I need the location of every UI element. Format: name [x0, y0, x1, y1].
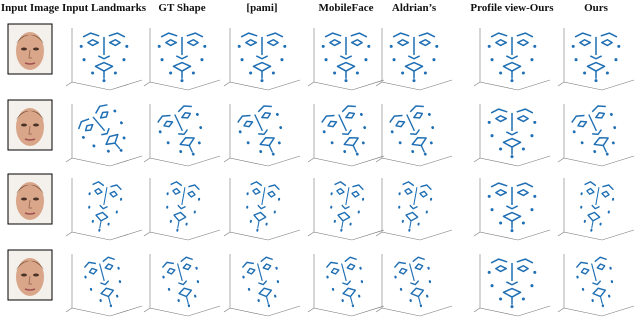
input-face-image — [7, 99, 53, 151]
plot-axes — [557, 103, 635, 167]
landmark-plot — [81, 179, 126, 236]
landmark-plot — [573, 179, 618, 236]
landmark-plot — [486, 258, 538, 309]
landmark-plot — [158, 254, 208, 313]
plot-axes — [223, 253, 301, 317]
column-header: Aldrian’s — [392, 2, 437, 14]
landmark-plot — [486, 182, 538, 233]
landmark-plot — [320, 32, 372, 83]
landmark-plot — [390, 254, 440, 313]
input-face-image — [7, 23, 53, 75]
landmark-plot — [232, 101, 295, 166]
plot-axes — [375, 253, 453, 317]
plot-axes — [557, 253, 635, 317]
landmark-plot — [159, 179, 204, 236]
landmark-plot — [80, 254, 130, 313]
landmark-plot — [384, 101, 447, 166]
plot-axes — [375, 103, 453, 167]
landmark-plot — [316, 101, 379, 166]
input-face-image — [7, 249, 53, 301]
landmark-plot — [236, 32, 288, 83]
column-header: Input Landmarks — [62, 2, 147, 14]
landmark-plot — [323, 179, 368, 236]
column-header: Ours — [584, 2, 609, 14]
landmark-plot — [486, 32, 538, 83]
plot-axes — [65, 103, 143, 167]
landmark-plot — [570, 32, 622, 83]
plot-axes — [307, 103, 385, 167]
column-header: Input Image — [1, 2, 59, 14]
landmark-plot — [152, 101, 215, 166]
landmark-plot — [238, 254, 288, 313]
landmark-plot — [322, 254, 372, 313]
landmark-plot — [73, 99, 140, 167]
landmark-plot — [388, 32, 440, 83]
plot-axes — [65, 253, 143, 317]
column-header: MobileFace — [319, 2, 374, 14]
plot-axes — [143, 103, 221, 167]
landmark-plot — [156, 32, 208, 83]
landmark-plot — [566, 101, 629, 166]
plot-axes — [143, 253, 221, 317]
landmark-plot — [486, 108, 538, 159]
landmark-plot — [572, 254, 622, 313]
landmark-plot — [239, 179, 284, 236]
column-header: [pami] — [246, 2, 277, 14]
plot-axes — [223, 103, 301, 167]
column-header: GT Shape — [158, 2, 205, 14]
plot-axes — [307, 253, 385, 317]
landmark-plot — [78, 32, 130, 83]
column-header: Profile view-Ours — [470, 2, 554, 14]
input-face-image — [7, 173, 53, 225]
landmark-plot — [391, 179, 436, 236]
